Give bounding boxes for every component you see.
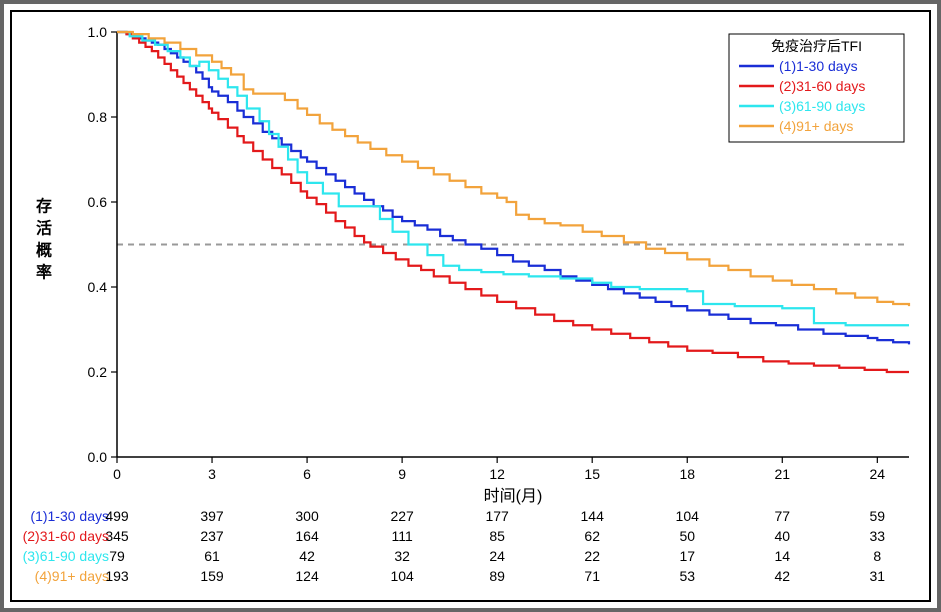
- risk-cell: 237: [200, 528, 224, 544]
- x-tick-label: 21: [774, 466, 790, 482]
- risk-row-label: (4)91+ days: [35, 568, 109, 584]
- risk-cell: 104: [676, 508, 700, 524]
- risk-cell: 144: [581, 508, 605, 524]
- survival-chart-svg: 0.0 0.2 0.4 0.6 0.8 1.0 0 3 6 9 12 15 18 21 24 时间(月) 存活概…: [12, 12, 929, 600]
- legend-label: (3)61-90 days: [779, 98, 865, 114]
- risk-cell: 42: [299, 548, 315, 564]
- legend-label: (1)1-30 days: [779, 58, 858, 74]
- risk-cell: 40: [774, 528, 790, 544]
- risk-cell: 164: [295, 528, 319, 544]
- legend-label: (2)31-60 days: [779, 78, 865, 94]
- y-tick-label: 0.0: [88, 449, 108, 465]
- risk-cell: 42: [774, 568, 790, 584]
- y-tick-label: 0.8: [88, 109, 108, 125]
- y-tick-label: 0.2: [88, 364, 108, 380]
- x-tick-label: 3: [208, 466, 216, 482]
- legend-label: (4)91+ days: [779, 118, 853, 134]
- risk-cell: 22: [584, 548, 600, 564]
- risk-cell: 77: [774, 508, 790, 524]
- risk-cell: 61: [204, 548, 220, 564]
- x-tick-label: 9: [398, 466, 406, 482]
- y-tick-label: 0.4: [88, 279, 108, 295]
- risk-cell: 111: [391, 528, 412, 544]
- y-axis-label-char: 活: [36, 219, 52, 238]
- risk-cell: 499: [105, 508, 129, 524]
- risk-cell: 345: [105, 528, 129, 544]
- risk-cell: 59: [870, 508, 886, 524]
- y-axis-label-char: 概: [36, 241, 52, 260]
- x-tick-label: 15: [584, 466, 600, 482]
- y-tick-label: 1.0: [88, 24, 108, 40]
- chart-panel: 0.0 0.2 0.4 0.6 0.8 1.0 0 3 6 9 12 15 18 21 24 时间(月) 存活概…: [10, 10, 931, 602]
- risk-cell: 33: [870, 528, 886, 544]
- risk-cell: 124: [295, 568, 319, 584]
- outer-frame: 0.0 0.2 0.4 0.6 0.8 1.0 0 3 6 9 12 15 18 21 24 时间(月) 存活概…: [0, 0, 941, 612]
- risk-cell: 193: [105, 568, 129, 584]
- x-tick-label: 0: [113, 466, 121, 482]
- risk-cell: 159: [200, 568, 224, 584]
- risk-cell: 177: [485, 508, 509, 524]
- y-axis-label-char: 率: [36, 263, 52, 282]
- risk-cell: 89: [489, 568, 505, 584]
- y-tick-label: 0.6: [88, 194, 108, 210]
- risk-cell: 227: [390, 508, 414, 524]
- risk-cell: 397: [200, 508, 224, 524]
- risk-cell: 85: [489, 528, 505, 544]
- x-tick-label: 6: [303, 466, 311, 482]
- x-tick-label: 24: [870, 466, 886, 482]
- risk-cell: 62: [584, 528, 600, 544]
- risk-cell: 31: [870, 568, 886, 584]
- risk-cell: 8: [873, 548, 881, 564]
- risk-cell: 14: [774, 548, 790, 564]
- risk-cell: 50: [679, 528, 695, 544]
- risk-row-label: (1)1-30 days: [30, 508, 109, 524]
- risk-cell: 104: [390, 568, 414, 584]
- risk-cell: 32: [394, 548, 410, 564]
- risk-cell: 300: [295, 508, 319, 524]
- legend-title: 免疫治疗后TFI: [771, 38, 862, 54]
- x-tick-label: 12: [489, 466, 505, 482]
- risk-row-label: (2)31-60 days: [23, 528, 109, 544]
- x-tick-label: 18: [679, 466, 695, 482]
- y-axis-label-char: 存: [36, 197, 52, 216]
- risk-cell: 71: [584, 568, 600, 584]
- x-axis-label: 时间(月): [484, 487, 543, 505]
- risk-cell: 53: [679, 568, 695, 584]
- risk-cell: 17: [679, 548, 695, 564]
- risk-cell: 24: [489, 548, 505, 564]
- risk-row-label: (3)61-90 days: [23, 548, 109, 564]
- risk-cell: 79: [109, 548, 125, 564]
